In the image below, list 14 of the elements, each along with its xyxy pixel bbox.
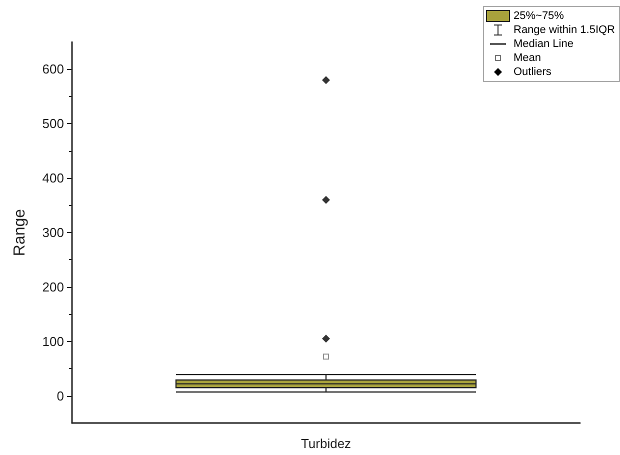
y-tick-label: 200 [42, 279, 64, 294]
y-tick-label: 600 [42, 62, 64, 77]
text: Range within 1.5IQR [514, 23, 615, 37]
y-tick-label: 300 [42, 225, 64, 240]
annotation: Outliers [514, 65, 552, 79]
x-tick-label: Turbidez [300, 436, 352, 451]
annotation: Median Line [514, 37, 574, 51]
y-axis-title: Range [12, 208, 28, 256]
legend-label: 25%~75% [514, 9, 564, 23]
y-tick-label: 100 [42, 334, 64, 349]
y-tick-label: 0 [56, 388, 64, 404]
annotation: Mean [514, 51, 542, 65]
y-tick-label: 400 [42, 170, 64, 186]
y-tick-label: 500 [42, 116, 64, 132]
